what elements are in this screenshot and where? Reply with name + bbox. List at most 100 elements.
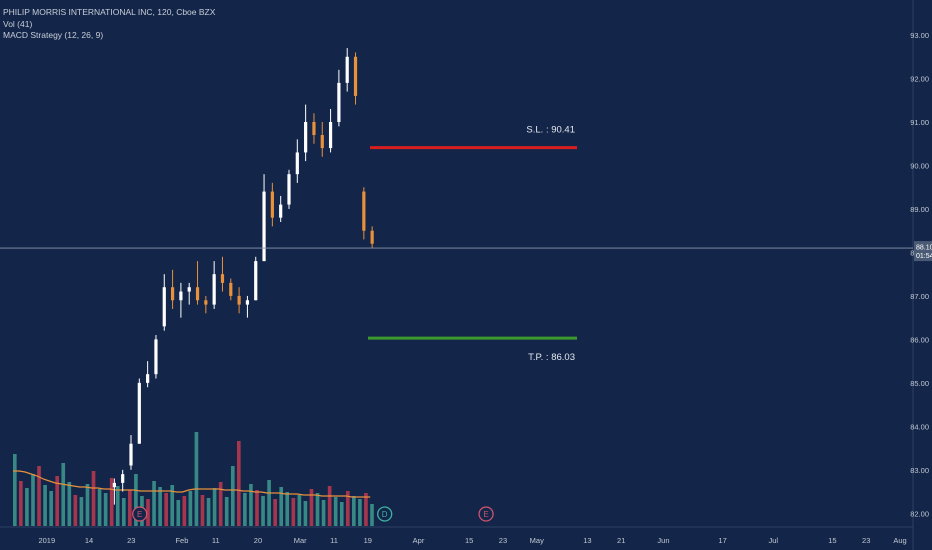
volume-bar — [43, 485, 47, 526]
volume-bar — [55, 476, 60, 526]
legend-macd-line[interactable]: MACD Strategy (12, 26, 9) — [3, 30, 104, 40]
price-tick-label: 84.00 — [910, 422, 929, 431]
volume-bar — [91, 471, 96, 526]
candle-body — [279, 204, 283, 218]
candle-body — [312, 122, 316, 136]
candle-body — [270, 191, 274, 218]
candle-body — [179, 291, 183, 301]
candle-body — [245, 300, 250, 305]
volume-bar — [218, 482, 223, 526]
candle-body — [287, 174, 291, 205]
volume-bar — [339, 502, 344, 526]
volume-bar — [19, 481, 23, 526]
volume-bar — [255, 490, 259, 526]
volume-bar — [321, 500, 326, 526]
volume-bar — [224, 497, 229, 526]
volume-bar — [79, 497, 84, 526]
time-tick-label: 21 — [617, 536, 625, 545]
volume-bar — [206, 498, 211, 526]
current-price-value: 88.10 — [916, 245, 932, 252]
time-tick-label: 23 — [862, 536, 870, 545]
price-tick-label: 86.00 — [910, 335, 929, 344]
time-tick-label: 19 — [364, 536, 372, 545]
volume-bar — [315, 493, 320, 526]
price-tick-label: 89.00 — [910, 205, 929, 214]
candle-body — [121, 474, 125, 483]
price-tick-label: 85.00 — [910, 379, 929, 388]
volume-bar — [327, 486, 332, 526]
volume-bar — [303, 501, 308, 526]
volume-bar — [370, 504, 374, 526]
volume-bar — [67, 482, 72, 526]
time-tick-label: 14 — [85, 536, 93, 545]
volume-bar — [13, 454, 17, 526]
volume-bar — [37, 466, 41, 526]
volume-bar — [121, 498, 126, 526]
candle-body — [204, 300, 208, 305]
legend-volume-line[interactable]: Vol (41) — [3, 18, 33, 29]
time-tick-label: 15 — [828, 536, 836, 545]
candle-body — [254, 261, 258, 301]
current-price-countdown: 01:54:4 — [916, 253, 932, 260]
volume-bar — [273, 499, 277, 526]
time-tick-label: Aug — [893, 536, 906, 545]
time-tick-label: Jul — [768, 536, 778, 545]
candle-body — [137, 382, 141, 444]
time-tick-label: 11 — [330, 536, 338, 545]
volume-bar — [128, 490, 132, 526]
volume-bar — [61, 463, 66, 526]
candle-body — [328, 122, 333, 149]
candle-body — [295, 152, 299, 175]
dividend-event-marker — [377, 506, 393, 522]
volume-bar — [49, 491, 53, 526]
volume-bar — [200, 495, 205, 526]
candle-body — [146, 374, 150, 383]
volume-bar — [115, 486, 120, 526]
candle-body — [162, 287, 166, 327]
time-tick-label: 11 — [212, 536, 220, 545]
volume-bar — [31, 474, 35, 526]
earnings-event-letter: E — [137, 510, 142, 519]
volume-bar — [85, 484, 90, 526]
volume-bar — [285, 492, 290, 526]
volume-bar — [146, 499, 150, 526]
volume-ma-line — [13, 470, 371, 498]
time-tick-label: Feb — [175, 536, 188, 545]
stop-loss-label: S.L. : 90.41 — [526, 125, 575, 136]
price-tick-label: 91.00 — [910, 118, 929, 127]
volume-bar — [176, 500, 181, 526]
volume-bar — [279, 487, 284, 526]
earnings-event-letter: E — [483, 510, 488, 519]
volume-bar — [212, 488, 217, 526]
volume-bar — [309, 489, 314, 526]
price-tick-label: 93.00 — [910, 31, 929, 40]
candle-body — [304, 122, 308, 153]
volume-bar — [73, 495, 78, 526]
volume-bar — [158, 487, 162, 526]
candle-body — [154, 339, 158, 375]
take-profit-label: T.P. : 86.03 — [528, 352, 575, 363]
volume-bar — [345, 491, 350, 526]
time-tick-label: May — [530, 536, 544, 545]
volume-bar — [291, 498, 296, 526]
volume-bar — [297, 495, 302, 526]
candle-body — [187, 287, 191, 292]
volume-bar — [164, 493, 168, 526]
candle-body — [112, 482, 116, 488]
candle-body — [353, 56, 358, 96]
price-tick-label: 92.00 — [910, 75, 929, 84]
candle-body — [362, 191, 366, 231]
legend-symbol-line[interactable]: PHILIP MORRIS INTERNATIONAL INC, 120, Cb… — [3, 7, 216, 17]
candle-body — [345, 56, 349, 83]
time-tick-label: 13 — [583, 536, 591, 545]
current-price-badge — [914, 241, 932, 262]
candle-body — [370, 230, 374, 244]
volume-bar — [261, 496, 265, 526]
dividend-event-letter: D — [382, 510, 388, 519]
time-tick-label: 17 — [718, 536, 726, 545]
candle-body — [220, 274, 225, 283]
volume-bar — [249, 484, 253, 526]
